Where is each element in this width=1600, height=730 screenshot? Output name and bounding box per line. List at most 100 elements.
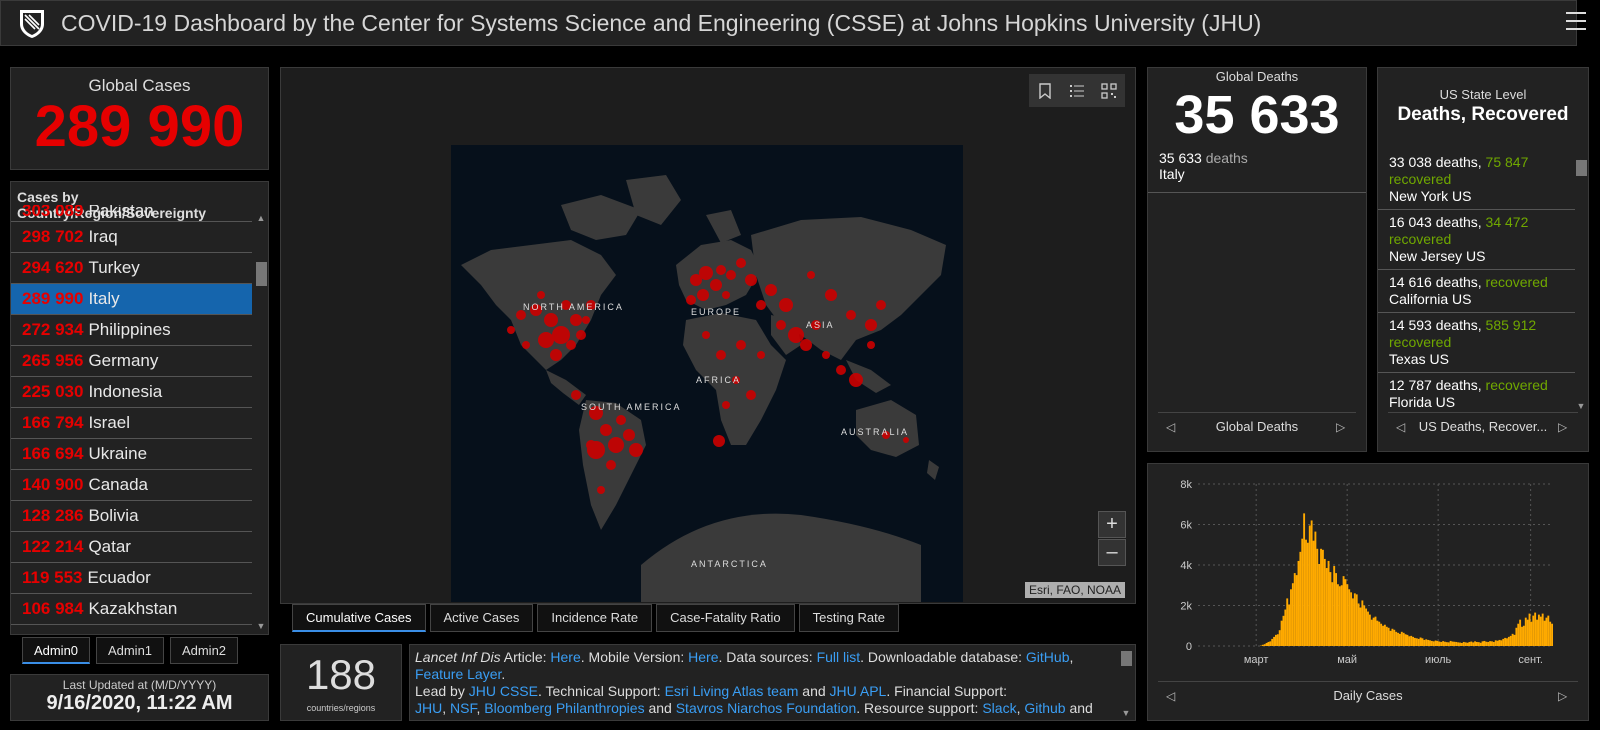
country-case-count: 166 694 bbox=[22, 444, 84, 463]
country-row[interactable]: 106 984 Kazakhstan bbox=[11, 594, 252, 625]
daily-cases-bar bbox=[1400, 631, 1403, 646]
global-cases-panel: Global Cases 289 990 bbox=[10, 67, 269, 170]
daily-cases-bar bbox=[1547, 615, 1550, 646]
scroll-down-icon[interactable]: ▼ bbox=[1121, 708, 1131, 718]
bookmark-icon[interactable] bbox=[1029, 74, 1061, 107]
prev-arrow-icon[interactable]: ◁ bbox=[1166, 419, 1176, 434]
next-arrow-icon[interactable]: ▷ bbox=[1558, 419, 1568, 434]
us-state-row[interactable]: 16 043 deaths, 34 472 recovered New Jersey… bbox=[1378, 210, 1575, 270]
map-label-south-america: SOUTH AMERICA bbox=[581, 402, 682, 412]
daily-cases-bar bbox=[1398, 633, 1401, 646]
country-name: Kazakhstan bbox=[88, 599, 178, 618]
country-row[interactable]: 166 694 Ukraine bbox=[11, 439, 252, 470]
world-map[interactable]: NORTH AMERICA EUROPE ASIA AFRICA SOUTH A… bbox=[451, 145, 963, 602]
qr-grid-icon[interactable] bbox=[1093, 74, 1125, 107]
prev-arrow-icon[interactable]: ◁ bbox=[1166, 688, 1176, 703]
scroll-thumb[interactable] bbox=[1576, 160, 1587, 176]
country-row[interactable]: 289 990 Italy bbox=[11, 284, 252, 315]
daily-cases-bar bbox=[1517, 623, 1520, 646]
info-text-segment: , bbox=[476, 700, 485, 716]
scroll-thumb[interactable] bbox=[1121, 651, 1132, 666]
mobile-version-link[interactable]: Here bbox=[688, 649, 719, 665]
daily-cases-bar bbox=[1387, 627, 1390, 646]
daily-cases-bar bbox=[1475, 641, 1478, 646]
scroll-up-icon[interactable]: ▲ bbox=[256, 213, 266, 223]
daily-cases-bar bbox=[1312, 540, 1315, 646]
admin-tab-admin0[interactable]: Admin0 bbox=[22, 637, 90, 664]
world-map-svg: NORTH AMERICA EUROPE ASIA AFRICA SOUTH A… bbox=[461, 175, 946, 602]
daily-cases-bar bbox=[1472, 642, 1475, 646]
daily-cases-bar bbox=[1442, 641, 1445, 646]
us-state-row[interactable]: 14 616 deaths, recovered California US bbox=[1378, 270, 1575, 313]
country-name: Philippines bbox=[88, 320, 171, 339]
country-row[interactable]: 225 030 Indonesia bbox=[11, 377, 252, 408]
us-state-row[interactable]: 12 787 deaths, recovered Florida US bbox=[1378, 373, 1575, 411]
map-tab-case-fatality-ratio[interactable]: Case-Fatality Ratio bbox=[656, 604, 795, 632]
us-recovered-word: recovered bbox=[1485, 274, 1548, 290]
daily-cases-bar bbox=[1464, 642, 1467, 646]
feature-layer-link[interactable]: Feature Layer bbox=[415, 666, 502, 682]
map-toolbar bbox=[1029, 74, 1125, 107]
next-arrow-icon[interactable]: ▷ bbox=[1335, 419, 1346, 434]
github-resource-link[interactable]: Github bbox=[1024, 700, 1066, 716]
daily-cases-bar bbox=[1263, 644, 1266, 646]
esri-living-atlas-link[interactable]: Esri Living Atlas team bbox=[664, 683, 799, 699]
country-row[interactable]: 140 900 Canada bbox=[11, 470, 252, 501]
map-tab-cumulative-cases[interactable]: Cumulative Cases bbox=[292, 604, 426, 632]
us-deaths-count: 14 593 bbox=[1389, 317, 1432, 333]
daily-cases-bar bbox=[1532, 615, 1535, 646]
full-list-link[interactable]: Full list bbox=[816, 649, 861, 665]
admin-tab-admin1[interactable]: Admin1 bbox=[96, 637, 164, 664]
admin-tab-admin2[interactable]: Admin2 bbox=[170, 637, 238, 664]
stavros-niarchos-link[interactable]: Stavros Niarchos Foundation bbox=[675, 700, 857, 716]
nsf-link[interactable]: NSF bbox=[450, 700, 477, 716]
us-list-scrollbar[interactable]: ▲ ▼ bbox=[1574, 156, 1588, 412]
daily-cases-bar bbox=[1310, 520, 1313, 646]
global-deaths-footer: ◁ Global Deaths ▷ bbox=[1158, 412, 1356, 440]
scroll-down-icon[interactable]: ▼ bbox=[1576, 401, 1586, 411]
daily-cases-bar bbox=[1415, 638, 1418, 646]
country-row[interactable]: 298 702 Iraq bbox=[11, 222, 252, 253]
daily-cases-bar bbox=[1536, 619, 1538, 646]
info-scrollbar[interactable]: ▲ ▼ bbox=[1119, 647, 1133, 719]
country-row[interactable]: 294 620 Turkey bbox=[11, 253, 252, 284]
scroll-thumb[interactable] bbox=[256, 262, 267, 286]
daily-cases-bar bbox=[1361, 600, 1364, 646]
country-case-count: 294 620 bbox=[22, 258, 84, 277]
jhu-csse-link[interactable]: JHU CSSE bbox=[468, 683, 538, 699]
jhu-apl-link[interactable]: JHU APL bbox=[829, 683, 887, 699]
map-tab-active-cases[interactable]: Active Cases bbox=[429, 604, 534, 632]
daily-cases-bar bbox=[1440, 641, 1443, 646]
hamburger-menu-icon[interactable] bbox=[1566, 12, 1586, 30]
list-icon[interactable] bbox=[1061, 74, 1093, 107]
daily-cases-bar bbox=[1327, 560, 1330, 646]
github-link[interactable]: GitHub bbox=[1025, 649, 1070, 665]
country-row[interactable]: 303 089 Pakistan bbox=[11, 205, 252, 222]
map-tab-incidence-rate[interactable]: Incidence Rate bbox=[537, 604, 653, 632]
next-arrow-icon[interactable]: ▷ bbox=[1557, 688, 1568, 703]
daily-cases-bar bbox=[1455, 641, 1458, 646]
daily-cases-bar bbox=[1367, 611, 1369, 646]
country-row[interactable]: 122 214 Qatar bbox=[11, 532, 252, 563]
zoom-in-button[interactable]: + bbox=[1098, 511, 1126, 538]
map-tab-testing-rate[interactable]: Testing Rate bbox=[798, 604, 899, 632]
slack-link[interactable]: Slack bbox=[982, 700, 1017, 716]
daily-cases-bar bbox=[1434, 640, 1437, 646]
us-state-row[interactable]: 14 593 deaths, 585 912 recovered Texas US bbox=[1378, 313, 1575, 373]
map-layer-tabs: Cumulative Cases Active Cases Incidence Ra… bbox=[292, 604, 899, 632]
country-row[interactable]: 119 553 Ecuador bbox=[11, 563, 252, 594]
country-list-scrollbar[interactable]: ▲ ▼ bbox=[254, 212, 268, 632]
bloomberg-link[interactable]: Bloomberg Philanthropies bbox=[484, 700, 645, 716]
zoom-out-button[interactable]: – bbox=[1098, 539, 1126, 566]
us-state-row[interactable]: 33 038 deaths, 75 847 recovered New York U… bbox=[1378, 150, 1575, 210]
scroll-down-icon[interactable]: ▼ bbox=[256, 621, 266, 631]
country-row[interactable]: 166 794 Israel bbox=[11, 408, 252, 439]
country-row[interactable]: 265 956 Germany bbox=[11, 346, 252, 377]
country-row[interactable]: 272 934 Philippines bbox=[11, 315, 252, 346]
us-state-name: Texas US bbox=[1389, 351, 1449, 367]
country-row[interactable]: 128 286 Bolivia bbox=[11, 501, 252, 532]
jhu-link[interactable]: JHU bbox=[415, 700, 443, 716]
daily-cases-bar bbox=[1449, 640, 1452, 646]
article-link[interactable]: Here bbox=[550, 649, 581, 665]
prev-arrow-icon[interactable]: ◁ bbox=[1396, 419, 1406, 434]
